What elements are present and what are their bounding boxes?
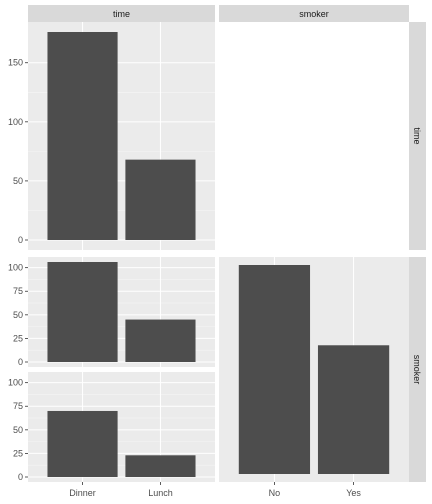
y-tick-label: 0 xyxy=(18,357,23,367)
strip-label-row-smoker: smoker xyxy=(412,355,422,385)
strip-background-col-smoker xyxy=(219,5,409,22)
x-tick-label: Yes xyxy=(346,488,361,498)
bar-smoker-lunch xyxy=(125,455,196,477)
strip-background-col-time xyxy=(28,5,215,22)
bar-smoker-yes xyxy=(317,345,390,474)
y-tick-label: 50 xyxy=(13,176,23,186)
bar-smoker-dinner xyxy=(47,410,118,477)
strip-label-col-time: time xyxy=(113,9,130,19)
y-tick-label: 75 xyxy=(13,401,23,411)
x-tick-label: Lunch xyxy=(148,488,173,498)
y-tick-label: 150 xyxy=(8,58,23,68)
bar-time-lunch xyxy=(125,159,196,240)
axis-ticks: 0 50 100 150 0 25 50 75 100 0 25 50 75 100 Dinner Lunch… xyxy=(8,58,361,498)
x-tick-label: Dinner xyxy=(69,488,96,498)
strip-background-row-time xyxy=(409,22,426,250)
strip-background-row-smoker xyxy=(409,257,426,482)
y-tick-label: 25 xyxy=(13,333,23,343)
bars xyxy=(47,32,390,477)
y-tick-label: 50 xyxy=(13,310,23,320)
bar-smoker-no xyxy=(238,265,311,474)
y-tick-label: 50 xyxy=(13,425,23,435)
y-tick-label: 100 xyxy=(8,263,23,273)
y-tick-label: 100 xyxy=(8,117,23,127)
y-tick-label: 25 xyxy=(13,448,23,458)
strip-label-col-smoker: smoker xyxy=(299,9,329,19)
bar-time-dinner xyxy=(47,32,118,240)
y-tick-label: 75 xyxy=(13,286,23,296)
y-tick-label: 0 xyxy=(18,472,23,482)
strip-label-row-time: time xyxy=(412,127,422,144)
bar-smoker-dinner xyxy=(47,262,118,362)
y-tick-label: 0 xyxy=(18,235,23,245)
bar-smoker-lunch xyxy=(125,319,196,362)
y-tick-label: 100 xyxy=(8,378,23,388)
x-tick-label: No xyxy=(269,488,281,498)
